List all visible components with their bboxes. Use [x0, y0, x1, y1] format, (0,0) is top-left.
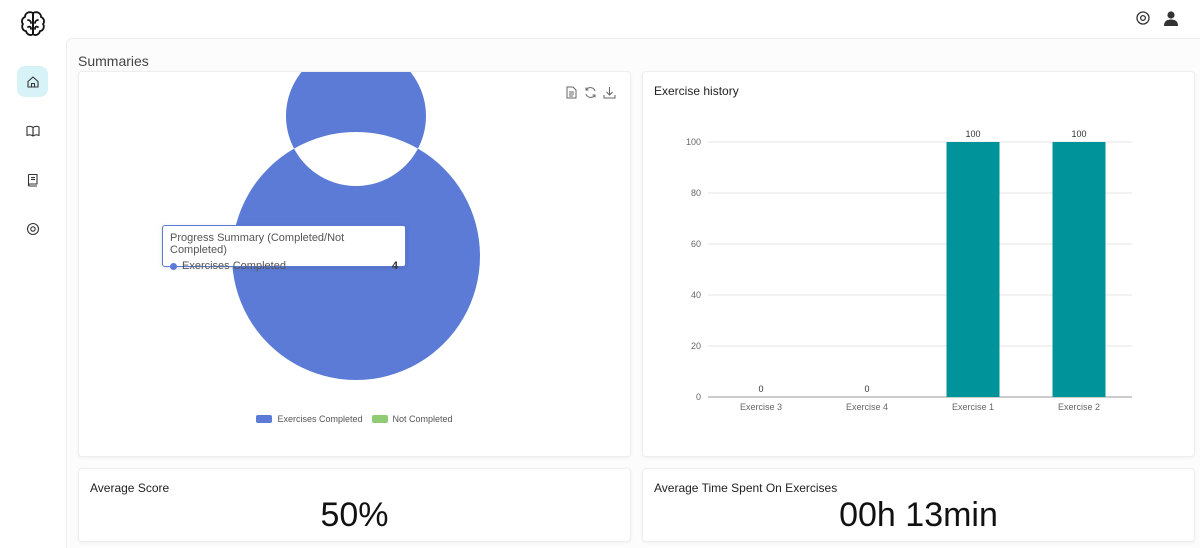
sidebar	[0, 46, 66, 548]
tooltip-marker	[170, 262, 177, 270]
top-bar	[0, 0, 1200, 46]
legend-label: Not Completed	[392, 414, 453, 424]
legend-label: Exercises Completed	[277, 414, 363, 424]
average-time-value: 00h 13min	[839, 496, 998, 534]
average-time-card: Average Time Spent On Exercises 00h 13mi…	[642, 468, 1195, 542]
user-icon[interactable]	[1162, 9, 1180, 27]
x-tick-label: Exercise 2	[1058, 402, 1100, 412]
chart-toolbox	[565, 85, 616, 99]
page-title: Summaries	[78, 53, 149, 69]
sidebar-item-library[interactable]	[17, 164, 48, 195]
average-score-card: Average Score 50%	[78, 468, 631, 542]
main-content: Summaries Progress Summary	[66, 38, 1200, 548]
y-tick-label: 100	[686, 137, 701, 147]
document-icon[interactable]	[565, 85, 578, 99]
sidebar-item-settings[interactable]	[17, 213, 48, 244]
bar-exercise-2[interactable]	[1052, 142, 1106, 397]
y-tick-label: 0	[696, 392, 701, 402]
sidebar-item-home[interactable]	[17, 66, 48, 97]
legend-swatch	[256, 415, 273, 423]
legend-swatch	[371, 415, 388, 423]
legend-item-completed[interactable]: Exercises Completed	[256, 414, 363, 424]
y-tick-label: 20	[691, 341, 701, 351]
bar-value-label: 100	[1071, 129, 1086, 139]
bar-value-label: 0	[864, 384, 869, 394]
card-title: Average Score	[90, 481, 170, 495]
x-tick-label: Exercise 4	[846, 402, 888, 412]
y-tick-label: 80	[691, 188, 701, 198]
home-icon	[26, 75, 39, 88]
exercise-history-card: Exercise history 0 20 40 60 80 100 0 Exercise 3…	[642, 71, 1195, 457]
tooltip-value: 4	[391, 260, 398, 272]
bar-value-label: 0	[758, 384, 763, 394]
brain-icon[interactable]	[20, 10, 46, 38]
exercise-history-chart: 0 20 40 60 80 100 0 Exercise 3 0 Exercise 4 100 Exe…	[686, 129, 1132, 412]
tooltip-label: Exercises Completed	[182, 260, 286, 272]
card-title: Exercise history	[654, 84, 739, 98]
bar-exercise-1[interactable]	[946, 142, 1000, 397]
settings-icon	[26, 222, 39, 235]
chart-tooltip: Progress Summary (Completed/Not Complete…	[162, 225, 406, 272]
refresh-icon[interactable]	[584, 85, 597, 99]
progress-summary-card: Progress Summary (Completed/Not Complete…	[78, 71, 631, 457]
tooltip-title: Progress Summary (Completed/Not Complete…	[170, 232, 345, 256]
x-tick-label: Exercise 1	[952, 402, 994, 412]
average-score-value: 50%	[320, 496, 389, 534]
settings-icon[interactable]	[1134, 9, 1152, 27]
sidebar-item-exercises[interactable]	[17, 115, 48, 146]
book-open-icon	[25, 125, 40, 137]
legend-item-not-completed[interactable]: Not Completed	[371, 414, 453, 424]
x-tick-label: Exercise 3	[740, 402, 782, 412]
y-tick-label: 60	[691, 239, 701, 249]
book-icon	[27, 173, 38, 187]
y-tick-label: 40	[691, 290, 701, 300]
chart-legend: Exercises Completed Not Completed	[79, 414, 630, 424]
bar-value-label: 100	[965, 129, 980, 139]
download-icon[interactable]	[603, 85, 616, 99]
card-title: Average Time Spent On Exercises	[654, 481, 838, 495]
